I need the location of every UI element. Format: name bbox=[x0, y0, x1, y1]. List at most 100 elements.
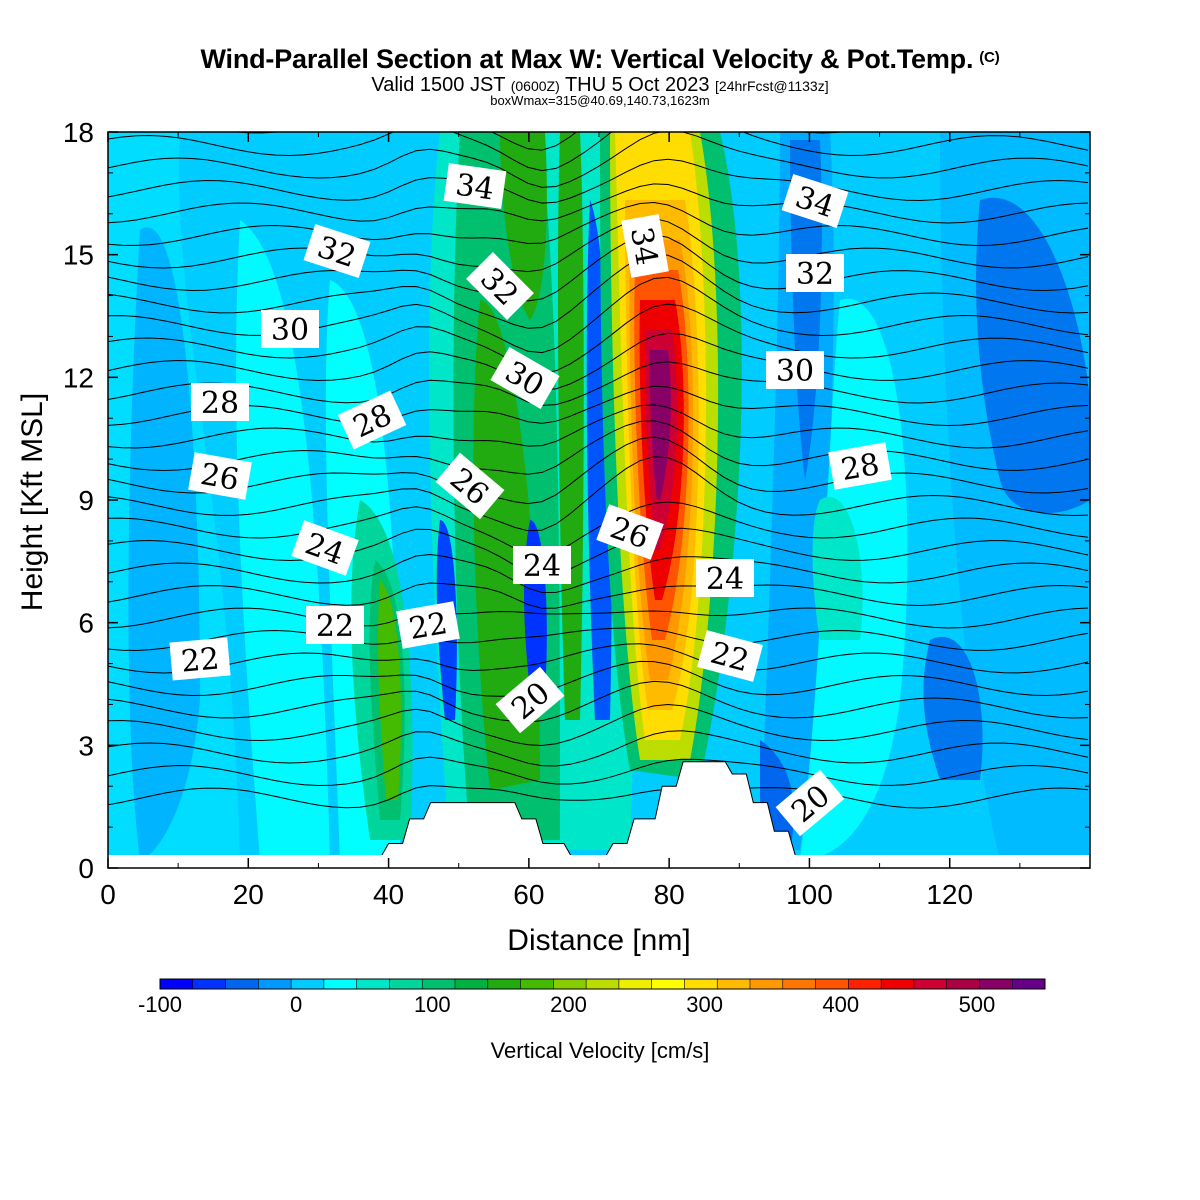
colorbar-swatch bbox=[782, 979, 817, 989]
x-tick-label: 60 bbox=[513, 879, 544, 910]
contour-label-box bbox=[775, 769, 845, 837]
x-axis-title: Distance [nm] bbox=[507, 924, 690, 957]
contour-label-box bbox=[191, 383, 249, 421]
colorbar-tick-label: 500 bbox=[959, 992, 996, 1017]
theta-contour-line bbox=[108, 303, 1089, 374]
colorbar-swatch bbox=[750, 979, 784, 989]
theta-contour-line bbox=[108, 456, 1089, 532]
y-tick-label: 12 bbox=[63, 362, 94, 393]
contour-label-text: 24 bbox=[706, 562, 744, 597]
x-tick-label: 20 bbox=[233, 879, 264, 910]
theta-contour-label: 30 bbox=[261, 310, 319, 348]
colorbar-swatch bbox=[717, 979, 751, 989]
colorbar-swatch bbox=[225, 979, 259, 989]
colorbar-swatch bbox=[848, 979, 882, 989]
y-tick-label: 0 bbox=[78, 853, 94, 884]
theta-contour-line bbox=[108, 501, 1089, 557]
contour-label-text: 30 bbox=[776, 354, 814, 389]
x-tick-label: 120 bbox=[926, 879, 973, 910]
colorbar: -100 0 100 200 300 400 500 bbox=[138, 978, 1046, 1017]
contour-label-box bbox=[443, 163, 507, 209]
axes: 0 20 40 60 80 100 120 0 3 6 9 12 15 18 bbox=[63, 117, 1090, 910]
contour-label-box bbox=[696, 559, 754, 597]
colorbar-tick-label: 0 bbox=[290, 992, 302, 1017]
contour-label-text: 28 bbox=[201, 386, 239, 421]
theta-contour-line bbox=[108, 158, 1089, 204]
x-tick-label: 0 bbox=[100, 879, 116, 910]
contour-label-box bbox=[621, 214, 669, 278]
colorbar-title: Vertical Velocity [cm/s] bbox=[491, 1038, 710, 1063]
contour-label-text: 24 bbox=[523, 549, 561, 584]
contour-label-text: 32 bbox=[796, 257, 834, 292]
theta-contour-line bbox=[108, 607, 1089, 629]
x-tick-label: 100 bbox=[786, 879, 833, 910]
colorbar-swatch bbox=[684, 979, 718, 989]
theta-contour-line bbox=[108, 52, 1088, 126]
theta-contour-line bbox=[108, 32, 1088, 98]
theta-contour-line bbox=[108, 660, 1089, 697]
theta-contour-label: 22 bbox=[396, 601, 460, 649]
theta-contour-label: 34 bbox=[621, 214, 669, 278]
theta-contour-line bbox=[108, 553, 1089, 594]
theta-contour-line bbox=[108, 527, 1089, 577]
colorbar-tick-label: 100 bbox=[414, 992, 451, 1017]
colorbar-swatch bbox=[913, 979, 948, 989]
colorbar-swatch bbox=[487, 979, 522, 989]
colorbar-swatch bbox=[520, 979, 554, 989]
colorbar-swatch bbox=[815, 979, 849, 989]
y-axis-title: Height [Kft MSL] bbox=[16, 393, 49, 611]
theta-contour-label: 26 bbox=[188, 452, 252, 500]
theta-contour-line bbox=[108, 217, 1089, 273]
valid-zulu: (0600Z) bbox=[510, 78, 560, 94]
contour-label-text: 22 bbox=[316, 609, 354, 644]
colorbar-swatch bbox=[389, 979, 423, 989]
ground-strip bbox=[108, 855, 1090, 868]
velocity-field bbox=[108, 132, 1090, 868]
contour-label-box bbox=[513, 546, 571, 584]
colorbar-swatch bbox=[651, 979, 685, 989]
contour-label-text: 34 bbox=[453, 167, 496, 207]
theta-contour-line bbox=[108, 680, 1089, 723]
colorbar-swatch bbox=[1012, 979, 1046, 989]
contour-label-text: 30 bbox=[271, 313, 309, 348]
chart-subtitle: Valid 1500 JST (0600Z) THU 5 Oct 2023 [2… bbox=[0, 74, 1200, 97]
contour-label-box bbox=[337, 390, 407, 450]
theta-contour-line bbox=[108, 582, 1089, 609]
theta-contour-line bbox=[108, 132, 1089, 188]
contour-label-box bbox=[435, 452, 505, 520]
contour-label-box bbox=[169, 637, 231, 681]
y-tick-label: 3 bbox=[78, 730, 94, 761]
theta-contour-line bbox=[108, 436, 1089, 505]
colorbar-tick-label: 200 bbox=[550, 992, 587, 1017]
contour-label-box bbox=[781, 173, 849, 229]
theta-contour-label: 22 bbox=[169, 637, 231, 681]
colorbar-swatch bbox=[192, 979, 227, 989]
colorbar-swatch bbox=[258, 979, 292, 989]
y-tick-label: 18 bbox=[63, 117, 94, 148]
colorbar-swatch bbox=[618, 979, 653, 989]
contour-label-box bbox=[466, 252, 534, 320]
contour-label-text: 22 bbox=[180, 641, 221, 679]
contour-label-text: 22 bbox=[406, 606, 450, 647]
colorbar-swatch bbox=[881, 979, 915, 989]
colorbar-swatch bbox=[291, 979, 325, 989]
title-text: Wind-Parallel Section at Max W: Vertical… bbox=[200, 44, 974, 74]
contour-label-box bbox=[828, 442, 892, 490]
contour-label-box bbox=[490, 347, 560, 409]
x-tick-label: 80 bbox=[654, 879, 685, 910]
colorbar-frame bbox=[159, 978, 1046, 990]
colorbar-swatch bbox=[323, 979, 358, 989]
theta-contour-label: 32 bbox=[786, 254, 844, 292]
theta-contour-line bbox=[108, 730, 1089, 767]
theta-contour-line bbox=[108, 361, 1089, 406]
colorbar-tick-label: 400 bbox=[822, 992, 859, 1017]
colorbar-swatch bbox=[160, 979, 194, 989]
theta-contours bbox=[108, 32, 1089, 809]
theta-contour-line bbox=[108, 785, 1089, 809]
theta-contour-label: 28 bbox=[191, 383, 249, 421]
colorbar-swatch bbox=[553, 979, 587, 989]
contour-label-box bbox=[396, 601, 460, 649]
colorbar-swatch bbox=[455, 979, 489, 989]
